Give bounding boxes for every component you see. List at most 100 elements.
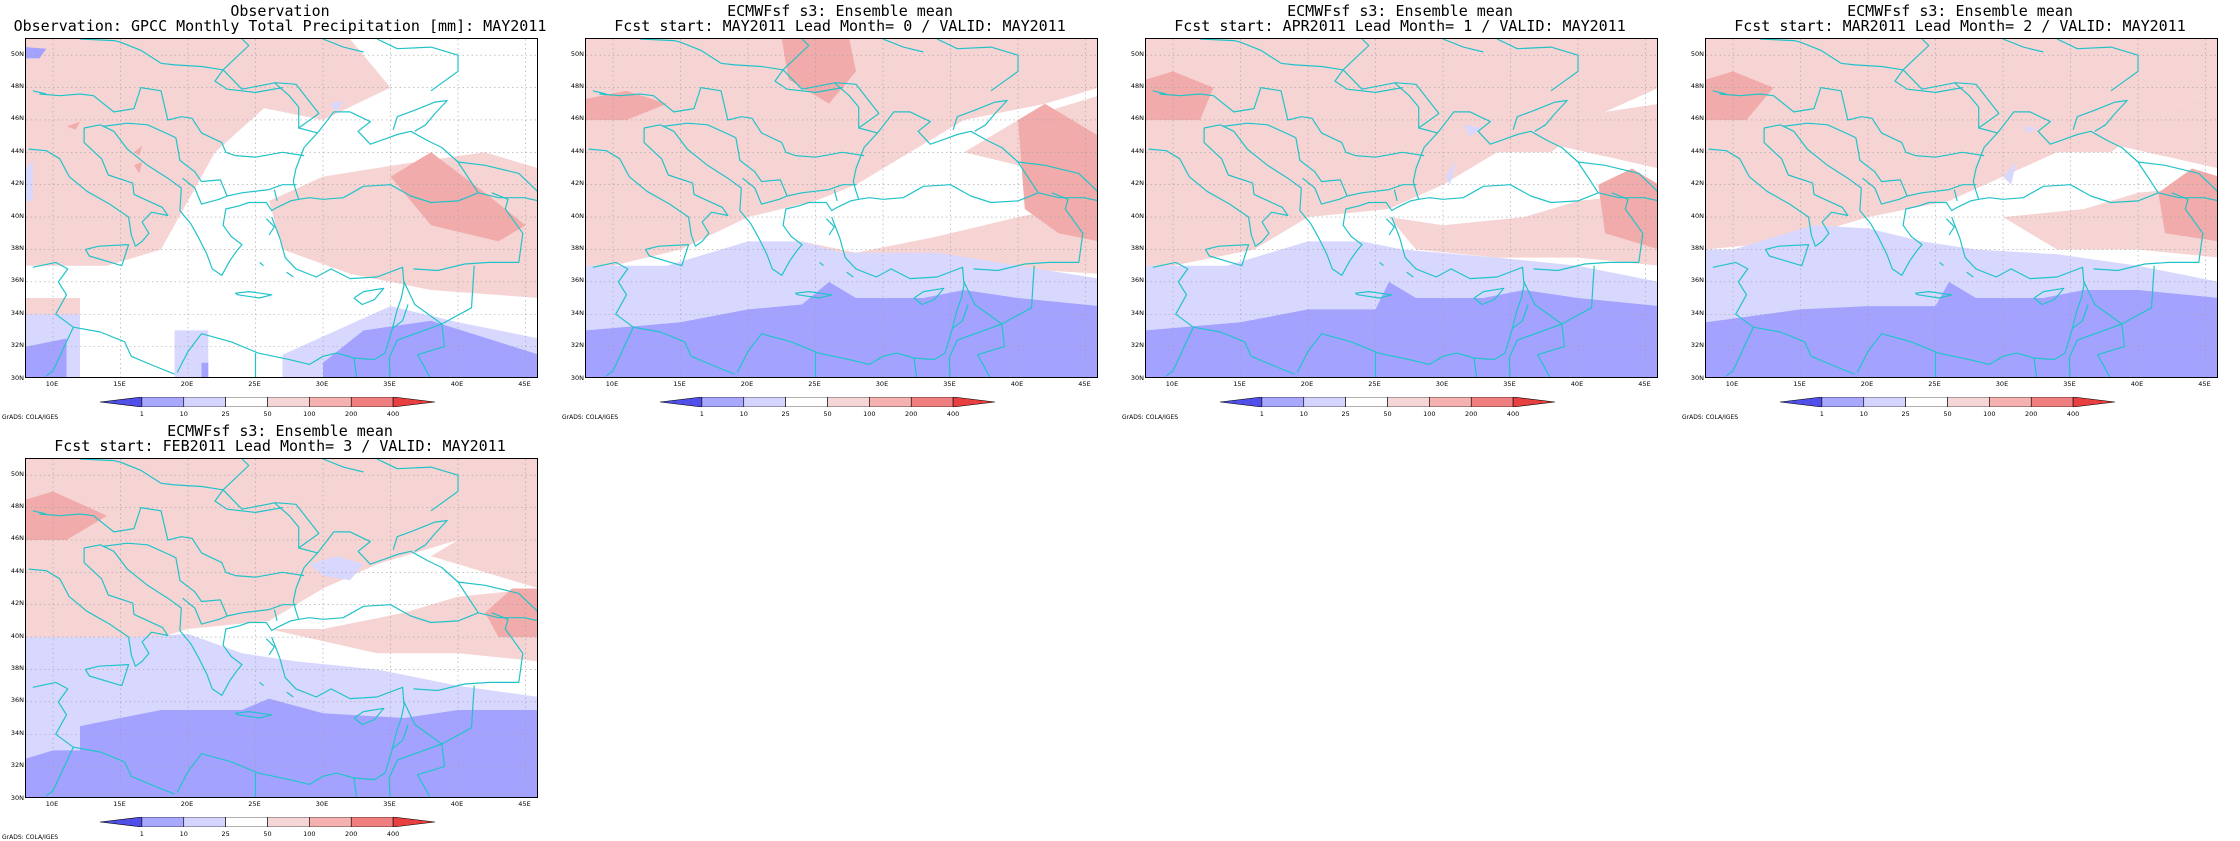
coastline xyxy=(2158,192,2217,202)
colorbar-segment xyxy=(1821,397,1865,407)
lat-tick-label: 44N xyxy=(1690,146,1704,155)
coastline xyxy=(592,261,735,375)
coastline xyxy=(391,724,409,750)
lon-tick-label: 45E xyxy=(518,380,531,388)
lon-tick-label: 35E xyxy=(383,380,396,388)
colorbar-segment xyxy=(309,397,352,407)
panel-subtitle: Fcst start: MAR2011 Lead Month= 2 / VALI… xyxy=(1734,17,2186,35)
lat-tick-label: 38N xyxy=(10,663,24,672)
coastline xyxy=(855,111,1039,194)
shaded-region-wet-light xyxy=(1389,193,1657,266)
lat-tick-label: 40N xyxy=(10,211,24,220)
coastline xyxy=(413,192,524,272)
lon-tick-label: 40E xyxy=(450,380,464,388)
coastline xyxy=(83,544,479,696)
lon-tick-label: 15E xyxy=(673,380,686,388)
coastline xyxy=(478,612,537,622)
coastline xyxy=(457,581,537,612)
lon-tick-label: 25E xyxy=(808,380,821,388)
colorbar-level-label: 50 xyxy=(263,830,272,838)
lat-tick-label: 40N xyxy=(1690,211,1704,220)
shaded-region-dry-heavy xyxy=(1146,281,1657,377)
coastline xyxy=(2033,287,2065,306)
lat-tick-label: 44N xyxy=(10,146,24,155)
lon-tick-label: 30E xyxy=(1995,380,2009,388)
colorbar-level-label: 200 xyxy=(2025,410,2038,418)
coastline xyxy=(222,459,250,491)
lat-tick-label: 34N xyxy=(10,308,24,317)
colorbar-level-label: 25 xyxy=(221,830,230,838)
coastline xyxy=(2002,39,2044,53)
lon-tick-label: 35E xyxy=(943,380,956,388)
coastline xyxy=(222,489,320,549)
lat-tick-label: 50N xyxy=(570,49,584,58)
grads-credit: GrADS: COLA/IGES xyxy=(562,414,619,421)
coastline xyxy=(353,777,358,797)
lon-tick-label: 30E xyxy=(315,800,329,808)
lon-tick-label: 25E xyxy=(248,800,261,808)
colorbar-level-label: 25 xyxy=(1341,410,1350,418)
coastline xyxy=(1017,161,1097,192)
map-area xyxy=(1705,38,2218,378)
colorbar-segment xyxy=(1220,397,1263,407)
coastline xyxy=(786,184,856,197)
colorbar-segment xyxy=(100,397,143,407)
colorbar-level-label: 200 xyxy=(1465,410,1478,418)
shaded-region-wet-medium xyxy=(66,121,80,130)
coastline xyxy=(1782,122,1908,205)
colorbar-level-label: 50 xyxy=(263,410,272,418)
colorbar-level-label: 50 xyxy=(1943,410,1952,418)
coastline xyxy=(478,192,537,202)
colorbar-level-label: 100 xyxy=(863,410,876,418)
coastline xyxy=(259,681,264,687)
coastline xyxy=(226,604,296,617)
coastline xyxy=(833,189,838,202)
coastline xyxy=(28,548,169,667)
coastline xyxy=(1334,69,1403,94)
lat-tick-label: 50N xyxy=(1130,49,1144,58)
panel-title: Observation xyxy=(230,2,330,20)
coastline xyxy=(599,86,865,158)
coastline xyxy=(234,711,273,719)
lon-tick-label: 10E xyxy=(605,380,619,388)
lon-tick-label: 45E xyxy=(1638,380,1651,388)
coastline xyxy=(39,86,305,158)
coastline xyxy=(951,304,969,330)
coastline xyxy=(2071,304,2089,330)
coastline xyxy=(1203,124,1599,276)
coastline xyxy=(1953,189,1958,202)
coastline xyxy=(913,357,918,377)
lon-tick-label: 45E xyxy=(518,800,531,808)
colorbar-level-label: 400 xyxy=(2066,410,2080,418)
coastline xyxy=(1914,291,1953,299)
coastline xyxy=(259,261,264,267)
colorbar-segment xyxy=(392,817,435,827)
lon-tick-label: 10E xyxy=(1165,380,1179,388)
coastline xyxy=(222,39,250,71)
grads-credit: GrADS: COLA/IGES xyxy=(2,414,59,421)
coastline xyxy=(1954,82,1998,134)
colorbar-level-label: 25 xyxy=(1901,410,1910,418)
colorbar-segment xyxy=(392,397,435,407)
coastline xyxy=(45,746,74,797)
lat-tick-label: 46N xyxy=(570,114,584,123)
coastline xyxy=(274,82,318,134)
lat-tick-label: 36N xyxy=(10,276,24,285)
colorbar xyxy=(1220,397,1555,407)
lat-tick-label: 50N xyxy=(10,49,24,58)
lat-tick-label: 42N xyxy=(10,599,24,608)
map-panel-lead1: ECMWFsf s3: Ensemble mean Fcst start: APR… xyxy=(1120,0,1680,421)
coastline xyxy=(1152,90,1167,95)
colorbar-segment xyxy=(869,397,912,407)
coastline xyxy=(1393,189,1398,202)
coastline xyxy=(265,218,275,236)
coastline xyxy=(852,168,860,200)
coastline xyxy=(1165,326,1194,377)
shaded-region-dry-heavy xyxy=(201,362,209,377)
colorbar-level-label: 400 xyxy=(946,410,960,418)
coastline xyxy=(32,261,175,375)
colorbar-level-label: 50 xyxy=(823,410,832,418)
coastline xyxy=(1512,99,1568,132)
coastline xyxy=(825,218,835,236)
lat-tick-label: 40N xyxy=(570,211,584,220)
